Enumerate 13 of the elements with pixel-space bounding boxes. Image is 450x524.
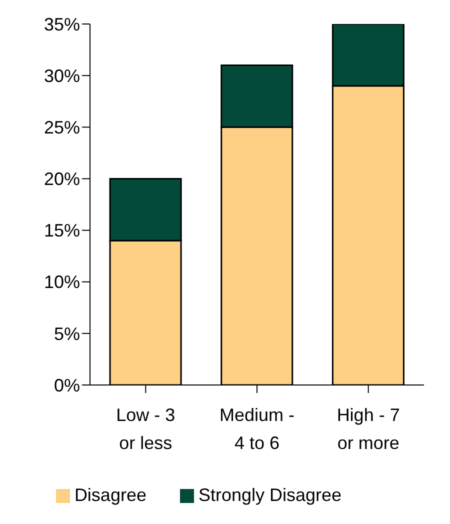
legend-label: Strongly Disagree	[198, 485, 342, 505]
x-tick-label: Medium - 4 to 6	[219, 405, 295, 453]
y-tick-label: 35%	[44, 14, 80, 34]
y-tick-label: 30%	[44, 66, 80, 86]
y-tick-label: 20%	[44, 169, 80, 190]
y-tick-label: 25%	[44, 118, 80, 138]
legend-label: Disagree	[74, 485, 146, 505]
x-tick-label: High - 7 or more	[336, 405, 400, 453]
y-tick-label: 5%	[54, 324, 80, 344]
y-tick-label: 0%	[54, 375, 80, 396]
y-tick-label: 10%	[44, 272, 80, 292]
y-tick-label: 15%	[44, 220, 80, 241]
x-tick-label: Low - 3 or less	[116, 405, 176, 453]
